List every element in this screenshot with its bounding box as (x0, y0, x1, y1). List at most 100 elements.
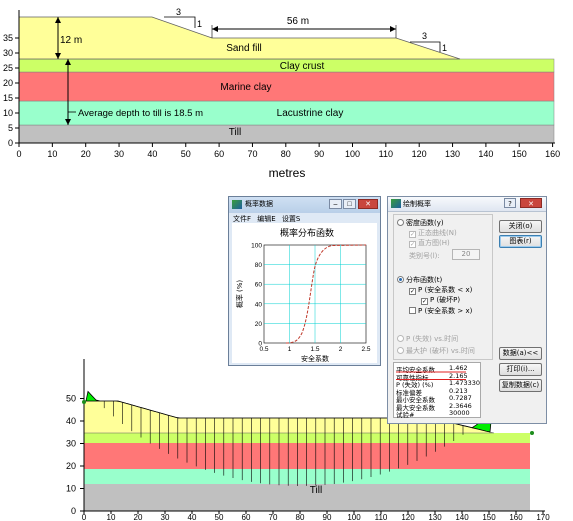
density-radio[interactable] (397, 219, 404, 226)
y-tick-label: 0 (8, 138, 13, 148)
stat-row-mean-fos: 平均安全系数 1.462 (396, 364, 468, 374)
cdf-curve (285, 244, 367, 344)
max-fos-time-option[interactable]: 最大护 (破坏) vs.时间 (397, 346, 475, 356)
x-tick-label: 80 (296, 513, 305, 521)
y-tick-label: 30 (66, 439, 76, 449)
y-tick-label: 10 (66, 484, 76, 494)
data-button[interactable]: 数据(a)<< (499, 347, 542, 360)
x-tick-label: 120 (412, 149, 427, 159)
x-tick-label: 80 (281, 149, 291, 159)
depth-note: Average depth to till is 18.5 m (78, 108, 203, 119)
y-axis-ticks-bottom: 0 10 20 30 40 50 (66, 394, 84, 516)
y-tick-label: 25 (3, 63, 13, 73)
red-underline-marks (396, 371, 466, 380)
probability-data-window[interactable]: 概率数据 – □ ✕ 文件F 编辑E 设置S 概率分布函数 0.5 1 1.5 2 2.… (228, 196, 381, 366)
menu-edit[interactable]: 编辑E (257, 215, 276, 223)
x-tick-label: 150 (482, 513, 496, 521)
copy-data-button[interactable]: 复制数据(c) (499, 379, 542, 392)
y-tick-label: 20 (3, 78, 13, 88)
distribution-option[interactable]: 分布函数(t) (397, 275, 442, 285)
classes-input[interactable]: 20 (452, 249, 480, 260)
x-tick-label: 140 (455, 513, 469, 521)
x-tick-label: 60 (242, 513, 251, 521)
options-group (393, 214, 493, 360)
x-axis-ticks: 0 10 20 30 40 50 60 70 80 90 100 110 120 130 140 150 160 (16, 143, 560, 159)
statistics-list[interactable]: 平均安全系数 1.462 可靠性指标 2.165 P (失效) (%) 1.47333… (393, 362, 481, 419)
stat-row-std: 标准偏差 0.213 (396, 386, 468, 397)
dialog-close-icon[interactable]: ✕ (520, 198, 542, 208)
x-tick-label: 130 (428, 513, 442, 521)
stat-row-max-fos: 最大安全系数 2.3646 (396, 401, 472, 412)
p-gt-option[interactable]: P (安全系数 > x) (409, 306, 472, 316)
y-tick-label: 0 (71, 506, 76, 516)
plot-probability-dialog[interactable]: 绘制概率 ? ✕ 密度函数(y) ✓ 正态曲线(N) ✓ 直方图(H) 类别号(l)… (387, 196, 547, 424)
minimize-icon[interactable]: – (329, 199, 342, 209)
till-layer-bottom (84, 484, 530, 511)
x-tick-label: 2.5 (361, 346, 370, 353)
x-tick-label: 110 (379, 149, 393, 159)
x-tick-label: 40 (147, 149, 157, 159)
x-tick-label: 2 (339, 346, 343, 353)
dialog-title: 绘制概率 (403, 200, 431, 208)
x-axis-label: metres (269, 166, 306, 180)
x-tick-label: 1 (288, 346, 292, 353)
density-option[interactable]: 密度函数(y) (397, 218, 444, 228)
x-tick-label: 30 (161, 513, 170, 521)
y-tick-label: 50 (66, 394, 76, 404)
p-fail-time-option[interactable]: P (失效) vs.时间 (397, 334, 458, 344)
x-tick-label: 10 (47, 149, 57, 159)
slope-right-h: 3 (422, 31, 427, 41)
marine-clay-layer (18, 71, 555, 102)
till-label-bottom: Till (310, 485, 322, 496)
title-bar[interactable]: 概率数据 – □ ✕ (229, 197, 380, 213)
x-tick-label: 0 (16, 149, 21, 159)
classes-label: 类别号(l): (409, 252, 440, 260)
histogram-option[interactable]: ✓ 直方图(H) (409, 239, 450, 248)
x-tick-label: 90 (314, 149, 324, 159)
crest-width-label: 56 m (287, 16, 309, 27)
dialog-title-bar[interactable]: 绘制概率 ? ✕ (388, 197, 546, 212)
x-tick-label: 110 (375, 513, 388, 521)
x-tick-label: 150 (512, 149, 527, 159)
y-tick-label: 100 (251, 243, 262, 250)
menu-settings[interactable]: 设置S (281, 215, 301, 223)
close-icon[interactable]: ✕ (358, 199, 378, 209)
slope-left-h: 3 (176, 7, 181, 17)
y-tick-label: 20 (255, 321, 263, 328)
close-button[interactable]: 关闭(o) (499, 220, 542, 233)
y-tick-label: 40 (255, 301, 263, 308)
x-tick-label: 40 (188, 513, 197, 521)
chart-button[interactable]: 图表(r) (499, 235, 542, 248)
print-button[interactable]: 打印(i)... (499, 363, 542, 376)
window-title: 概率数据 (245, 200, 273, 208)
help-icon[interactable]: ? (504, 198, 516, 208)
distribution-radio[interactable] (397, 276, 404, 283)
x-tick-label: 20 (134, 513, 143, 521)
x-tick-label: 160 (509, 513, 523, 521)
slope-right-v: 1 (442, 43, 447, 53)
y-tick-label: 10 (3, 108, 13, 118)
dialog-app-icon (391, 199, 401, 208)
embankment-cross-section-chart: 0 10 20 30 40 50 60 70 80 90 100 110 120 130 140 150 160… (3, 7, 560, 180)
y-tick-label: 35 (3, 33, 13, 43)
x-tick-label: 50 (181, 149, 191, 159)
y-axis-ticks: 0 5 10 15 20 25 30 35 (3, 33, 19, 148)
x-tick-label: 0.5 (259, 346, 268, 353)
lacustrine-clay-label: Lacustrine clay (277, 108, 344, 119)
stat-row-min-fos: 最小安全系数 0.7287 (396, 394, 472, 404)
lacustrine-clay-layer (18, 100, 555, 126)
normal-curve-option[interactable]: ✓ 正态曲线(N) (409, 229, 457, 238)
y-tick-label: 0 (258, 341, 262, 348)
maximize-icon[interactable]: □ (343, 199, 356, 209)
marine-clay-label: Marine clay (220, 82, 271, 93)
x-tick-label: 10 (107, 513, 116, 521)
y-tick-label: 15 (3, 93, 13, 103)
menu-file[interactable]: 文件F (233, 215, 252, 223)
x-tick-label: 0 (82, 513, 87, 521)
p-lt-option[interactable]: ✓ P (安全系数 < x) (409, 286, 473, 295)
p-fail-option[interactable]: ✓ P (破坏P) (421, 296, 461, 305)
x-tick-label: 90 (323, 513, 332, 521)
y-tick-label: 5 (8, 123, 13, 133)
height-label: 12 m (60, 35, 82, 46)
slope-left-v: 1 (197, 19, 202, 29)
